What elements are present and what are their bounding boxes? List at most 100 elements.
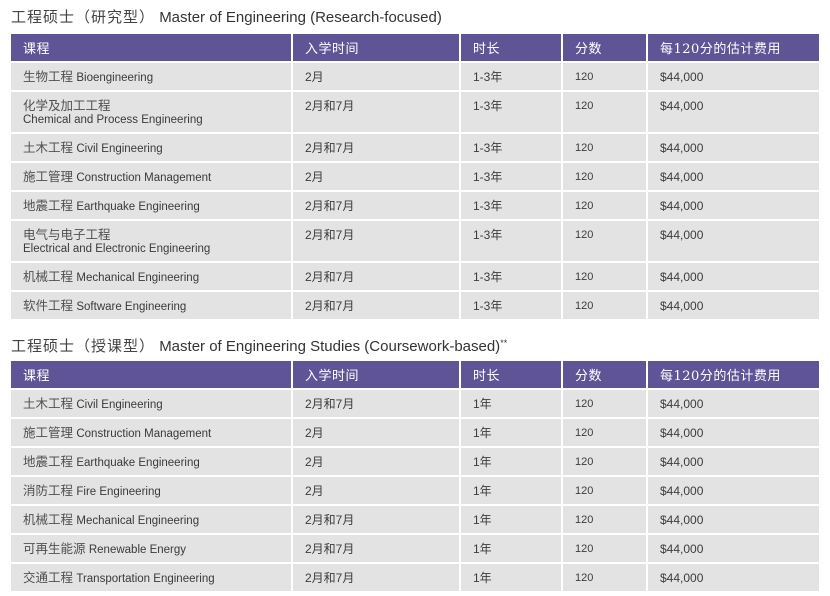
points-cell: 120	[563, 263, 648, 292]
header-intake: 入学时间	[293, 34, 461, 63]
table-row: 施工管理 Construction Management 2月 1年 120 $…	[11, 419, 819, 448]
points-cell: 120	[563, 477, 648, 506]
table-header-row: 课程 入学时间 时长 分数 每120分的估计费用	[11, 34, 819, 63]
table-row: 电气与电子工程 Electrical and Electronic Enginee…	[11, 221, 819, 263]
course-name-cn: 土木工程	[23, 140, 74, 155]
intake-cell: 2月和7月	[293, 390, 461, 419]
intake-cell: 2月和7月	[293, 564, 461, 593]
course-name-cn: 土木工程	[23, 396, 74, 411]
duration-cell: 1-3年	[461, 134, 563, 163]
research-title-en: Master of Engineering (Research-focused)	[159, 9, 442, 26]
course-name-en: Construction Management	[76, 172, 212, 184]
fee-cell: $44,000	[648, 134, 819, 163]
coursework-programs-table: 课程 入学时间 时长 分数 每120分的估计费用 土木工程 Civil Engi…	[11, 361, 819, 593]
course-name-cn: 交通工程	[23, 570, 74, 585]
course-cell: 化学及加工工程 Chemical and Process Engineering	[11, 92, 293, 134]
course-cell: 电气与电子工程 Electrical and Electronic Enginee…	[11, 221, 293, 263]
points-cell: 120	[563, 564, 648, 593]
course-cell: 施工管理 Construction Management	[11, 419, 293, 448]
intake-cell: 2月和7月	[293, 535, 461, 564]
duration-cell: 1年	[461, 535, 563, 564]
table-row: 土木工程 Civil Engineering 2月和7月 1-3年 120 $4…	[11, 134, 819, 163]
duration-cell: 1年	[461, 506, 563, 535]
fee-cell: $44,000	[648, 448, 819, 477]
course-cell: 软件工程 Software Engineering	[11, 292, 293, 321]
intake-cell: 2月和7月	[293, 92, 461, 134]
course-name-en: Civil Engineering	[76, 399, 163, 411]
fee-cell: $44,000	[648, 477, 819, 506]
duration-cell: 1年	[461, 477, 563, 506]
fee-cell: $44,000	[648, 419, 819, 448]
fee-cell: $44,000	[648, 92, 819, 134]
header-duration: 时长	[461, 361, 563, 390]
fee-cell: $44,000	[648, 63, 819, 92]
table-row: 地震工程 Earthquake Engineering 2月和7月 1-3年 1…	[11, 192, 819, 221]
course-name-cn: 机械工程	[23, 269, 74, 284]
table-row: 机械工程 Mechanical Engineering 2月和7月 1年 120…	[11, 506, 819, 535]
course-name-cn: 电气与电子工程	[23, 227, 111, 242]
intake-cell: 2月和7月	[293, 134, 461, 163]
course-cell: 生物工程 Bioengineering	[11, 63, 293, 92]
course-name-cn: 施工管理	[23, 425, 74, 440]
duration-cell: 1-3年	[461, 221, 563, 263]
fee-cell: $44,000	[648, 564, 819, 593]
table-row: 生物工程 Bioengineering 2月 1-3年 120 $44,000	[11, 63, 819, 92]
duration-cell: 1-3年	[461, 292, 563, 321]
course-name-en: Transportation Engineering	[76, 573, 215, 585]
course-name-cn: 消防工程	[23, 483, 74, 498]
research-section-title: 工程硕士（研究型） Master of Engineering (Researc…	[11, 6, 442, 27]
fee-cell: $44,000	[648, 506, 819, 535]
fee-cell: $44,000	[648, 192, 819, 221]
points-cell: 120	[563, 448, 648, 477]
points-cell: 120	[563, 163, 648, 192]
duration-cell: 1年	[461, 390, 563, 419]
course-name-en: Civil Engineering	[76, 143, 163, 155]
intake-cell: 2月	[293, 163, 461, 192]
course-name-en: Software Engineering	[76, 301, 187, 313]
course-name-en: Construction Management	[76, 428, 212, 440]
intake-cell: 2月和7月	[293, 263, 461, 292]
header-course: 课程	[11, 34, 293, 63]
intake-cell: 2月和7月	[293, 506, 461, 535]
course-name-en: Electrical and Electronic Engineering	[23, 243, 211, 255]
research-programs-table: 课程 入学时间 时长 分数 每120分的估计费用 生物工程 Bioenginee…	[11, 34, 819, 321]
course-name-cn: 机械工程	[23, 512, 74, 527]
duration-cell: 1-3年	[461, 63, 563, 92]
duration-cell: 1年	[461, 564, 563, 593]
fee-cell: $44,000	[648, 292, 819, 321]
fee-cell: $44,000	[648, 163, 819, 192]
course-name-cn: 可再生能源	[23, 541, 86, 556]
header-points: 分数	[563, 361, 648, 390]
intake-cell: 2月	[293, 477, 461, 506]
fee-cell: $44,000	[648, 263, 819, 292]
course-cell: 地震工程 Earthquake Engineering	[11, 448, 293, 477]
points-cell: 120	[563, 419, 648, 448]
course-name-en: Earthquake Engineering	[76, 201, 200, 213]
coursework-title-en: Master of Engineering Studies (Coursewor…	[159, 338, 501, 355]
points-cell: 120	[563, 63, 648, 92]
course-name-cn: 地震工程	[23, 198, 74, 213]
duration-cell: 1-3年	[461, 263, 563, 292]
points-cell: 120	[563, 506, 648, 535]
table-header-row: 课程 入学时间 时长 分数 每120分的估计费用	[11, 361, 819, 390]
course-name-cn: 地震工程	[23, 454, 74, 469]
research-title-cn: 工程硕士（研究型）	[11, 8, 156, 26]
coursework-section-title: 工程硕士（授课型） Master of Engineering Studies …	[11, 335, 507, 356]
course-cell: 机械工程 Mechanical Engineering	[11, 506, 293, 535]
table-row: 消防工程 Fire Engineering 2月 1年 120 $44,000	[11, 477, 819, 506]
intake-cell: 2月	[293, 419, 461, 448]
course-cell: 施工管理 Construction Management	[11, 163, 293, 192]
duration-cell: 1-3年	[461, 92, 563, 134]
header-points: 分数	[563, 34, 648, 63]
table-row: 交通工程 Transportation Engineering 2月和7月 1年…	[11, 564, 819, 593]
intake-cell: 2月	[293, 63, 461, 92]
course-name-cn: 生物工程	[23, 69, 74, 84]
course-name-en: Mechanical Engineering	[76, 515, 200, 527]
course-cell: 土木工程 Civil Engineering	[11, 134, 293, 163]
header-fee: 每120分的估计费用	[648, 34, 819, 63]
course-cell: 机械工程 Mechanical Engineering	[11, 263, 293, 292]
duration-cell: 1年	[461, 448, 563, 477]
table-row: 可再生能源 Renewable Energy 2月和7月 1年 120 $44,…	[11, 535, 819, 564]
fee-cell: $44,000	[648, 221, 819, 263]
course-name-en: Fire Engineering	[76, 486, 161, 498]
